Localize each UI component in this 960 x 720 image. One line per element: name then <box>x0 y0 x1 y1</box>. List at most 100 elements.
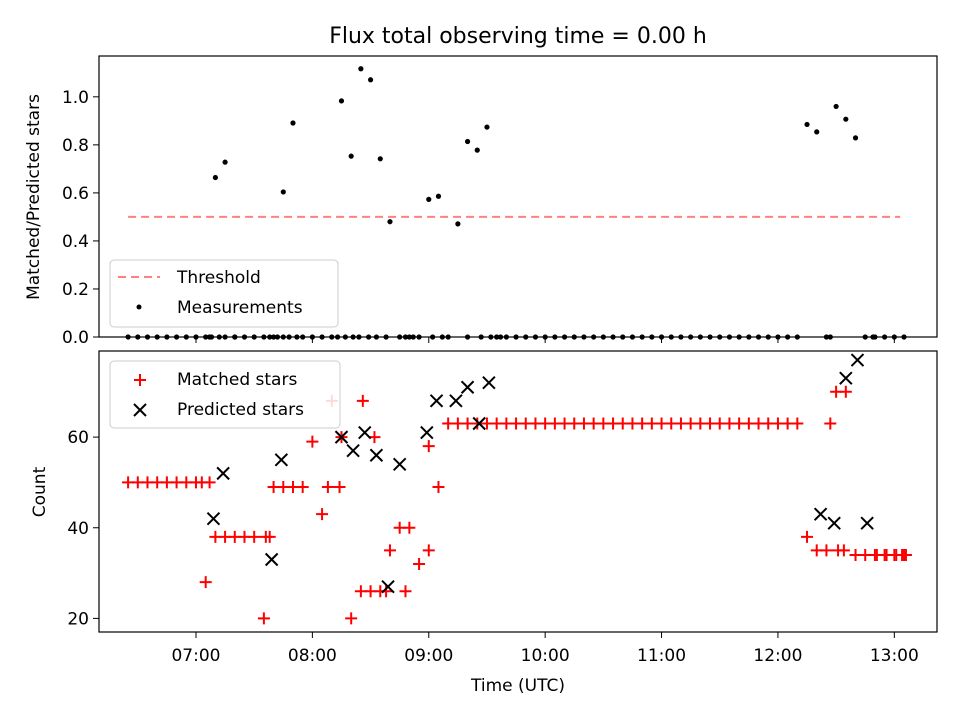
matched-star-point <box>248 530 261 543</box>
predicted-stars-points <box>206 353 874 594</box>
predicted-star-point <box>813 507 828 521</box>
predicted-star-point <box>334 430 349 444</box>
ratio-y-tick-label: 0.8 <box>62 136 89 156</box>
measurement-point <box>426 196 432 202</box>
measurement-point <box>852 135 859 141</box>
matched-star-point <box>263 530 276 543</box>
measurement-point <box>474 147 480 153</box>
ratio-y-axis: 0.0 0.2 0.4 0.6 0.8 1.0 <box>62 88 99 348</box>
chart-title: Flux total observing time = 0.00 h <box>329 24 707 49</box>
matched-star-point <box>316 508 329 521</box>
matched-star-point <box>403 521 416 534</box>
predicted-star-point <box>860 516 874 530</box>
x-tick-label: 07:00 <box>171 646 220 666</box>
ratio-y-label: Matched/Predicted stars <box>24 94 44 300</box>
measurement-point <box>464 138 471 145</box>
predicted-star-point <box>429 394 444 408</box>
measurement-point <box>833 103 839 110</box>
matched-star-point <box>321 480 334 493</box>
matched-star-point <box>422 544 435 557</box>
predicted-star-point <box>392 457 407 472</box>
predicted-star-point <box>472 416 486 431</box>
x-tick-label: 13:00 <box>870 646 919 666</box>
ratio-legend: Threshold Measurements <box>109 259 339 328</box>
matched-star-point <box>824 417 837 430</box>
ratio-plot-frame <box>98 55 938 338</box>
predicted-star-point <box>346 444 360 458</box>
measurement-point <box>455 221 461 227</box>
x-tick-label: 12:00 <box>753 646 802 666</box>
measurement-point <box>435 193 442 199</box>
matched-star-point <box>257 612 270 625</box>
x-tick-label: 11:00 <box>637 646 686 666</box>
matched-star-point <box>791 417 804 430</box>
x-axis-label: Time (UTC) <box>470 676 565 696</box>
matched-star-point <box>306 435 319 448</box>
count-x-axis: 07:00 08:00 09:00 10:00 11:00 12:00 13:00 <box>171 632 919 666</box>
matched-star-point <box>801 530 814 543</box>
ratio-y-tick-label: 0.0 <box>62 328 89 348</box>
measurement-point <box>377 156 383 162</box>
count-y-tick-label: 60 <box>67 428 89 448</box>
predicted-star-point <box>482 376 496 390</box>
predicted-star-point <box>216 466 230 481</box>
count-y-tick-label: 40 <box>67 519 89 539</box>
matched-stars-legend-label: Matched stars <box>177 370 297 390</box>
predicted-star-point <box>264 552 279 567</box>
ratio-y-tick-label: 0.4 <box>62 232 89 252</box>
predicted-star-point <box>381 579 395 594</box>
matched-stars-points <box>122 385 912 625</box>
ratio-y-tick-label: 0.2 <box>62 280 89 300</box>
measurement-point <box>814 129 820 135</box>
matched-star-point <box>899 548 912 561</box>
measurement-point <box>212 174 218 181</box>
matched-star-point <box>383 544 396 557</box>
measurement-point <box>348 153 354 159</box>
predicted-star-point <box>449 394 463 408</box>
ratio-legend-box <box>109 259 339 328</box>
count-y-tick-label: 20 <box>67 609 89 629</box>
matched-star-point <box>820 544 833 557</box>
predicted-stars-legend-swatch <box>133 403 147 417</box>
measurements-legend-swatch <box>136 304 142 310</box>
matched-star-point <box>413 558 426 571</box>
x-tick-label: 09:00 <box>404 646 453 666</box>
matched-star-point <box>399 585 412 598</box>
count-y-axis: 20 40 60 <box>67 428 99 629</box>
matched-star-point <box>432 480 445 493</box>
matched-star-point <box>296 480 309 493</box>
matched-star-point <box>203 476 216 489</box>
count-panel: 20 40 60 07:00 08:00 09:00 10:00 11:00 12:00 13:… <box>30 350 938 696</box>
predicted-star-point <box>206 511 221 526</box>
x-tick-label: 08:00 <box>288 646 337 666</box>
predicted-star-point <box>827 516 841 530</box>
measurement-point <box>804 121 810 128</box>
predicted-star-point <box>274 453 289 467</box>
predicted-stars-legend-label: Predicted stars <box>177 400 304 420</box>
ratio-y-tick-label: 0.6 <box>62 184 89 204</box>
count-legend: Matched stars Predicted stars <box>109 360 341 429</box>
predicted-star-point <box>839 371 853 385</box>
ratio-y-tick-label: 1.0 <box>62 88 89 108</box>
measurement-point <box>367 77 374 83</box>
x-tick-label: 10:00 <box>521 646 570 666</box>
measurement-point <box>358 66 364 72</box>
count-plot-frame <box>98 350 938 633</box>
matched-stars-legend-swatch <box>134 374 146 386</box>
measurement-point <box>387 219 393 225</box>
matched-star-point <box>345 612 358 625</box>
ratio-panel: 0.0 0.2 0.4 0.6 0.8 1.0 Matched/Predicted sta… <box>24 55 938 348</box>
predicted-star-point <box>369 448 384 462</box>
matched-star-point <box>356 394 369 407</box>
predicted-star-point <box>420 425 434 440</box>
matched-star-point <box>837 544 850 557</box>
measurement-point <box>280 189 286 195</box>
matched-star-point <box>333 480 346 493</box>
predicted-star-point <box>358 425 372 440</box>
measurement-point <box>222 159 228 165</box>
matched-star-point <box>422 440 435 453</box>
count-legend-box <box>109 360 341 429</box>
measurement-point <box>338 98 345 104</box>
predicted-star-point <box>850 353 865 367</box>
